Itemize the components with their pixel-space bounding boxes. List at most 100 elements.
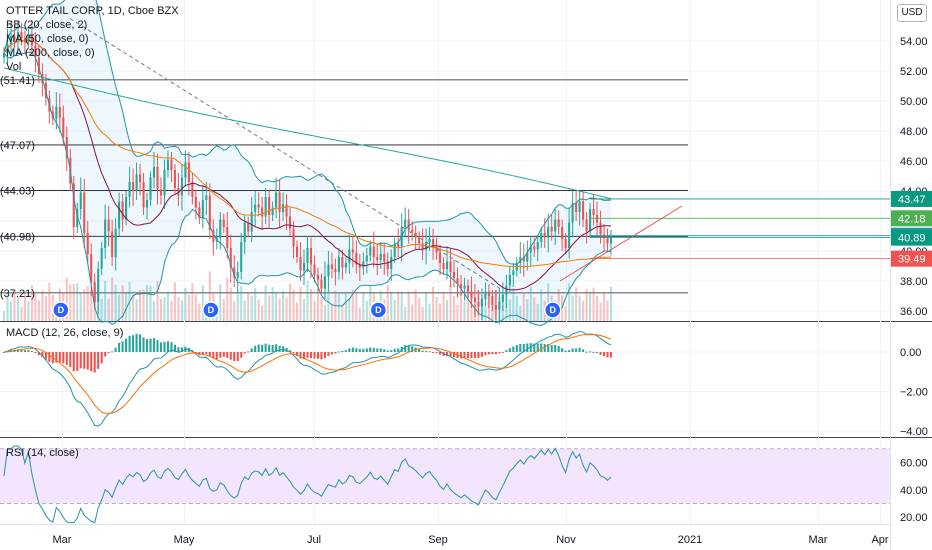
ma200-legend[interactable]: MA (200, close, 0) [6, 47, 95, 59]
candle-body [219, 219, 222, 238]
macd-hist-bar [404, 345, 407, 352]
volume-bar [247, 292, 250, 321]
macd-legend[interactable]: MACD (12, 26, close, 9) [6, 327, 123, 339]
bb-upper-line [3, 0, 612, 265]
candle-body [407, 219, 410, 230]
candle-body [316, 275, 320, 280]
volume-bar [595, 296, 599, 321]
time-axis: Mar May Jul Sep Nov 2021 Mar Apr [53, 534, 889, 546]
volume-bar [118, 294, 121, 321]
macd-hist-bar [23, 350, 26, 352]
dividend-label: D [208, 305, 215, 315]
macd-hist-bar [316, 352, 320, 359]
volume-bar [72, 283, 75, 321]
macd-hist-bar [372, 347, 375, 352]
volume-bar [571, 295, 574, 321]
macd-hist-bar [177, 347, 180, 352]
macd-hist-bar [268, 344, 271, 352]
macd-hist-bar [90, 352, 93, 372]
trendline-dashed [69, 18, 501, 289]
volume-bar [578, 295, 581, 321]
volume-bar [320, 297, 323, 321]
price-legend[interactable]: OTTER TAIL CORP, 1D, Cboe BZX BB (20, cl… [6, 5, 179, 73]
candle-body [456, 278, 459, 284]
macd-hist-bar [97, 352, 100, 369]
candle-body [358, 264, 361, 268]
volume-bar [201, 285, 204, 321]
volume-bar [34, 293, 37, 321]
candle-body [575, 203, 578, 212]
symbol-legend[interactable]: OTTER TAIL CORP, 1D, Cboe BZX [6, 5, 179, 17]
macd-hist-bar [571, 348, 574, 352]
candle-body [390, 257, 393, 269]
vol-legend[interactable]: Vol [6, 61, 21, 73]
ma50-legend[interactable]: MA (50, close, 0) [6, 33, 89, 45]
volume-bar [159, 298, 163, 321]
dividend-badge-3[interactable]: D [544, 301, 562, 319]
volume-bar [386, 285, 389, 321]
macd-hist-bar [529, 343, 532, 352]
volume-bar [145, 285, 149, 321]
candle-body [348, 249, 351, 263]
candle-body [386, 261, 389, 269]
macd-hist-bar [114, 347, 117, 352]
macd-hist-bar [93, 352, 96, 373]
dividend-badge-2[interactable]: D [369, 301, 388, 319]
price-tag-bg [891, 229, 932, 246]
volume-bar [69, 284, 72, 321]
candle-body [512, 270, 515, 275]
bb-basis-line [3, 39, 612, 291]
macd-hist-bar [400, 346, 403, 352]
price-tick-label: 52.00 [900, 66, 928, 78]
volume-bar [268, 295, 271, 321]
ma50-line [3, 39, 612, 268]
candle-body [547, 227, 550, 238]
candle-body [606, 237, 609, 244]
macd-hist-bar [515, 345, 518, 352]
macd-hist-bar [390, 350, 393, 352]
candle-body [383, 254, 386, 262]
volume-bar [163, 297, 166, 321]
candle-body [480, 299, 483, 307]
candle-body [100, 248, 103, 269]
volume-bar [90, 290, 93, 321]
candle-body [404, 219, 407, 227]
price-tick-label: 36.00 [900, 306, 928, 318]
macd-hist-bar [55, 352, 58, 363]
volume-bar [222, 299, 225, 321]
dividend-icon [544, 301, 562, 319]
macd-hist-bar [383, 349, 386, 352]
volume-bar [149, 286, 152, 321]
macd-hist-bar [194, 352, 197, 353]
bb-legend[interactable]: BB (20, close, 2) [6, 19, 87, 31]
candle-body [229, 248, 232, 268]
macd-hist-bar [139, 334, 142, 352]
rsi-line [3, 445, 612, 524]
candle-body [292, 228, 295, 247]
price-tag-0: 43.47 [891, 190, 932, 207]
volume-bar [302, 299, 306, 321]
price-tag-bg [891, 190, 932, 207]
macd-hist-bar [421, 350, 424, 352]
candle-body [302, 263, 306, 271]
macd-hist-bar [145, 339, 149, 352]
macd-hist-bar [226, 352, 229, 358]
currency-button[interactable]: USD [897, 4, 927, 22]
volume-bar [459, 291, 463, 321]
candle-body [568, 222, 571, 248]
macd-hist-bar [205, 352, 208, 355]
macd-hist-bar [309, 352, 313, 358]
dividend-badge-0[interactable]: D [52, 301, 70, 319]
macd-hist-bar [592, 351, 595, 353]
candle-body [421, 243, 424, 250]
volume-bar [397, 291, 400, 321]
rsi-legend[interactable]: RSI (14, close) [6, 447, 79, 459]
signal-line [3, 333, 612, 414]
volume-bar [257, 299, 260, 321]
candle-body [428, 239, 431, 242]
macd-hist-bar [320, 352, 323, 360]
volume-bar [362, 291, 365, 321]
candle-body [484, 291, 487, 299]
dividend-badge-1[interactable]: D [202, 301, 220, 319]
